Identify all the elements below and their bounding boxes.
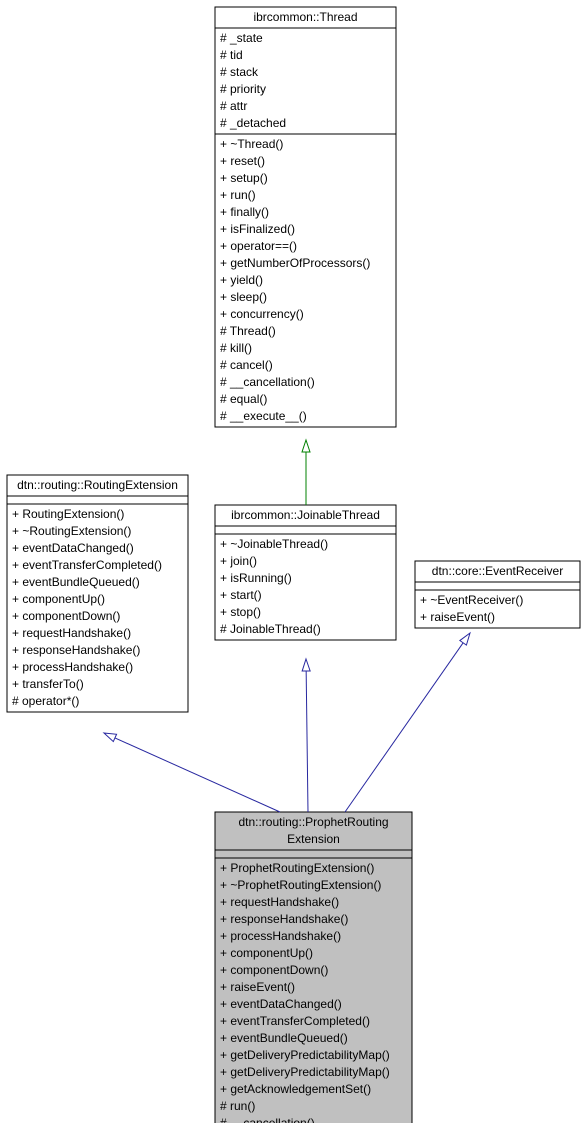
class-eventrecv: dtn::core::EventReceiver+ ~EventReceiver…	[415, 561, 580, 628]
class-operation: + componentUp()	[220, 946, 313, 960]
class-operation: + raiseEvent()	[220, 980, 295, 994]
class-attribute: # priority	[220, 82, 266, 96]
class-operation: # run()	[220, 1099, 255, 1113]
inheritance-edge	[302, 440, 310, 505]
class-operation: # JoinableThread()	[220, 622, 321, 636]
class-operation: + ~ProphetRoutingExtension()	[220, 878, 381, 892]
class-operation: + RoutingExtension()	[12, 507, 124, 521]
class-operation: # cancel()	[220, 358, 273, 372]
class-operation: + isRunning()	[220, 571, 292, 585]
edge-arrowhead	[104, 733, 117, 742]
class-attribute: # _detached	[220, 116, 286, 130]
class-operation: + operator==()	[220, 239, 297, 253]
class-operation: + run()	[220, 188, 256, 202]
class-operation: + getDeliveryPredictabilityMap()	[220, 1048, 390, 1062]
edge-line	[345, 643, 463, 812]
class-attribute: # tid	[220, 48, 243, 62]
edge-arrowhead	[460, 633, 470, 645]
class-operation: + componentDown()	[220, 963, 328, 977]
class-operation: + getNumberOfProcessors()	[220, 256, 370, 270]
class-operation: + eventTransferCompleted()	[220, 1014, 370, 1028]
class-operation: # operator*()	[12, 694, 79, 708]
class-operation: + sleep()	[220, 290, 267, 304]
class-operation: + setup()	[220, 171, 268, 185]
class-attribute: # _state	[220, 31, 263, 45]
class-operation: + transferTo()	[12, 677, 84, 691]
class-operation: + ~Thread()	[220, 137, 283, 151]
class-operation: + ~EventReceiver()	[420, 593, 523, 607]
class-operation: # Thread()	[220, 324, 276, 338]
edge-arrowhead	[302, 440, 310, 452]
inheritance-edge	[302, 659, 310, 812]
class-operation: + start()	[220, 588, 262, 602]
class-operation: + eventBundleQueued()	[12, 575, 140, 589]
class-operation: + processHandshake()	[220, 929, 341, 943]
class-prophet: dtn::routing::ProphetRoutingExtension+ P…	[215, 812, 412, 1123]
class-operation: + finally()	[220, 205, 269, 219]
class-title: ibrcommon::Thread	[253, 10, 357, 24]
class-operation: # __cancellation()	[220, 1116, 315, 1123]
class-operation: + getDeliveryPredictabilityMap()	[220, 1065, 390, 1079]
class-operation: + eventDataChanged()	[220, 997, 342, 1011]
class-operation: + join()	[220, 554, 257, 568]
class-operation: + yield()	[220, 273, 263, 287]
class-operation: # __execute__()	[220, 409, 307, 423]
class-thread: ibrcommon::Thread# _state# tid# stack# p…	[215, 7, 396, 427]
class-title: dtn::core::EventReceiver	[432, 564, 563, 578]
class-operation: + processHandshake()	[12, 660, 133, 674]
class-operation: + eventDataChanged()	[12, 541, 134, 555]
edge-arrowhead	[302, 659, 310, 671]
class-operation: # __cancellation()	[220, 375, 315, 389]
edge-line	[306, 671, 308, 812]
class-operation: + ~RoutingExtension()	[12, 524, 131, 538]
class-operation: + componentUp()	[12, 592, 105, 606]
class-operation: + responseHandshake()	[220, 912, 348, 926]
class-operation: + responseHandshake()	[12, 643, 140, 657]
class-title: Extension	[287, 832, 340, 846]
inheritance-edge	[345, 633, 470, 812]
class-operation: + ProphetRoutingExtension()	[220, 861, 374, 875]
class-operation: + eventBundleQueued()	[220, 1031, 348, 1045]
class-operation: + raiseEvent()	[420, 610, 495, 624]
class-operation: # kill()	[220, 341, 252, 355]
class-routingext: dtn::routing::RoutingExtension+ RoutingE…	[7, 475, 188, 712]
class-operation: + reset()	[220, 154, 265, 168]
class-operation: + eventTransferCompleted()	[12, 558, 162, 572]
class-joinable: ibrcommon::JoinableThread+ ~JoinableThre…	[215, 505, 396, 640]
edge-line	[115, 738, 280, 812]
class-operation: + ~JoinableThread()	[220, 537, 328, 551]
class-title: dtn::routing::ProphetRouting	[238, 815, 388, 829]
class-title: ibrcommon::JoinableThread	[231, 508, 380, 522]
class-operation: + stop()	[220, 605, 261, 619]
class-operation: + isFinalized()	[220, 222, 295, 236]
class-operation: # equal()	[220, 392, 267, 406]
inheritance-edge	[104, 733, 280, 812]
class-operation: + getAcknowledgementSet()	[220, 1082, 371, 1096]
class-operation: + requestHandshake()	[12, 626, 131, 640]
class-operation: + concurrency()	[220, 307, 304, 321]
class-attribute: # attr	[220, 99, 247, 113]
class-operation: + componentDown()	[12, 609, 120, 623]
class-attribute: # stack	[220, 65, 259, 79]
class-title: dtn::routing::RoutingExtension	[17, 478, 178, 492]
class-operation: + requestHandshake()	[220, 895, 339, 909]
